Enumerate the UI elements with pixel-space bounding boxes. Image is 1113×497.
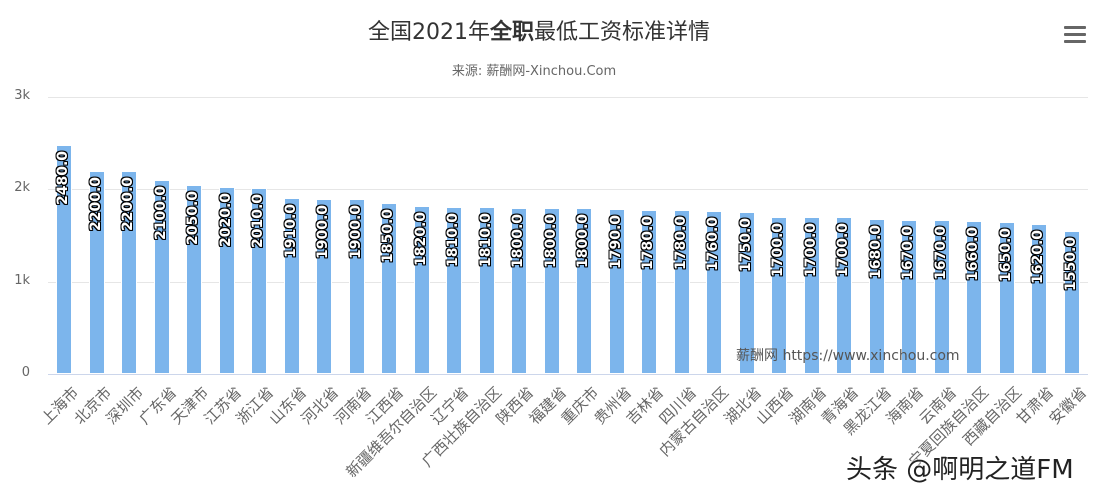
bar[interactable] xyxy=(576,207,593,374)
bar[interactable] xyxy=(381,203,398,374)
bar[interactable] xyxy=(543,207,560,374)
bar[interactable] xyxy=(966,220,983,374)
bar[interactable] xyxy=(1063,230,1080,374)
bar[interactable] xyxy=(673,209,690,374)
data-label: 1780.0 xyxy=(640,215,657,270)
data-label: 1760.0 xyxy=(705,217,722,272)
data-label: 1850.0 xyxy=(380,209,397,264)
title-bold-part: 全职 xyxy=(489,20,534,45)
data-label: 1550.0 xyxy=(1062,236,1079,291)
bar[interactable] xyxy=(1031,224,1048,374)
bar[interactable] xyxy=(738,212,755,374)
data-label: 1800.0 xyxy=(510,213,527,268)
data-label: 2200.0 xyxy=(87,176,104,231)
data-label: 1820.0 xyxy=(412,211,429,266)
bar[interactable] xyxy=(88,170,105,374)
data-label: 1900.0 xyxy=(347,204,364,259)
data-label: 1900.0 xyxy=(315,204,332,259)
data-label: 2020.0 xyxy=(217,193,234,248)
chart-subtitle: 来源: 薪酬网-Xinchou.Com xyxy=(451,64,617,79)
bar[interactable] xyxy=(218,187,235,374)
gridline xyxy=(48,97,1088,98)
gridline xyxy=(48,282,1088,283)
data-label: 2050.0 xyxy=(185,190,202,245)
y-axis-tick-label: 2k xyxy=(14,180,30,195)
bar[interactable] xyxy=(836,217,853,374)
bar[interactable] xyxy=(446,206,463,374)
data-label: 1790.0 xyxy=(607,214,624,269)
bar[interactable] xyxy=(771,217,788,374)
bar[interactable] xyxy=(316,198,333,374)
title-part: 最低工资标准详情 xyxy=(534,20,711,45)
bar[interactable] xyxy=(933,219,950,374)
bar[interactable] xyxy=(186,184,203,374)
data-label: 1910.0 xyxy=(282,203,299,258)
data-label: 1700.0 xyxy=(770,223,787,278)
data-label: 1670.0 xyxy=(900,225,917,280)
bar[interactable] xyxy=(706,211,723,374)
title-part: 全国2021年 xyxy=(367,20,490,45)
bar[interactable] xyxy=(153,180,170,374)
chart-title: 全国2021年全职最低工资标准详情 xyxy=(0,14,1078,46)
data-label: 1810.0 xyxy=(445,212,462,267)
y-axis-tick-label: 1k xyxy=(14,273,30,288)
hamburger-menu-icon[interactable] xyxy=(1064,26,1086,44)
data-label: 1650.0 xyxy=(997,227,1014,282)
bar[interactable] xyxy=(998,221,1015,374)
y-axis-tick-label: 0 xyxy=(21,365,30,380)
data-label: 1700.0 xyxy=(835,223,852,278)
data-label: 2200.0 xyxy=(120,176,137,231)
data-label: 1660.0 xyxy=(965,226,982,281)
bar[interactable] xyxy=(511,207,528,374)
bar[interactable] xyxy=(251,188,268,374)
data-label: 1620.0 xyxy=(1030,230,1047,285)
bar[interactable] xyxy=(608,208,625,374)
chart-credit-link[interactable]: 薪酬网 https://www.xinchou.com xyxy=(736,348,960,364)
data-label: 2480.0 xyxy=(55,150,72,205)
bar[interactable] xyxy=(478,206,495,374)
data-label: 1700.0 xyxy=(802,223,819,278)
gridline xyxy=(48,189,1088,190)
data-label: 1800.0 xyxy=(542,213,559,268)
data-label: 1750.0 xyxy=(737,218,754,273)
data-label: 1780.0 xyxy=(672,215,689,270)
bar[interactable] xyxy=(283,197,300,374)
data-label: 1680.0 xyxy=(867,224,884,279)
bar[interactable] xyxy=(56,145,73,374)
y-axis-tick-label: 3k xyxy=(14,88,30,103)
data-label: 2010.0 xyxy=(250,194,267,249)
watermark: 头条 @啊明之道FM xyxy=(846,455,1074,485)
bar[interactable] xyxy=(413,205,430,374)
bar[interactable] xyxy=(901,219,918,374)
data-label: 1800.0 xyxy=(575,213,592,268)
bar[interactable] xyxy=(803,217,820,374)
bar[interactable] xyxy=(868,218,885,374)
bar[interactable] xyxy=(348,198,365,374)
data-label: 1670.0 xyxy=(932,225,949,280)
bar[interactable] xyxy=(641,209,658,374)
bar[interactable] xyxy=(121,170,138,374)
data-label: 2100.0 xyxy=(152,186,169,241)
x-axis-line xyxy=(48,374,1088,375)
data-label: 1810.0 xyxy=(477,212,494,267)
